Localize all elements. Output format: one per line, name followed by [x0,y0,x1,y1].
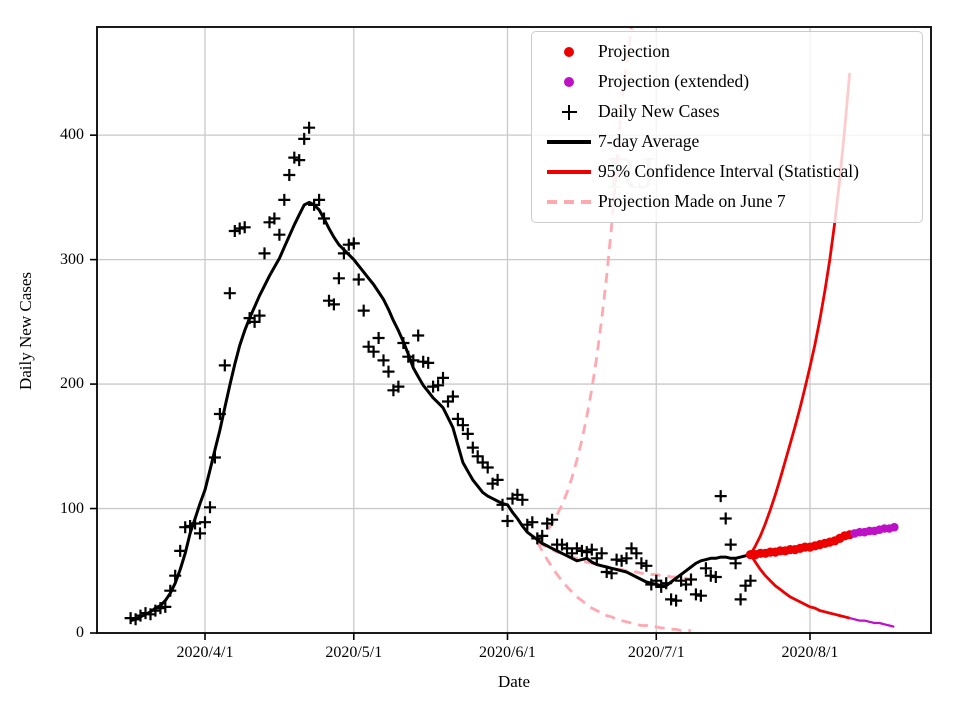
x-axis-label: Date [497,672,531,691]
x-tick-label: 2020/6/1 [479,644,536,661]
legend-item-projection-june7: Projection Made on June 7 [540,188,914,216]
series-ci_lower [749,553,851,620]
red-line-icon [540,170,598,174]
black-line-icon [540,140,598,144]
legend-item-daily-new-cases: Daily New Cases [540,98,914,126]
pink-dashed-line-icon [540,200,598,204]
x-tick-label: 2020/7/1 [627,644,685,661]
series-june7_lower_ci [536,541,691,632]
y-tick-label: 0 [76,624,84,641]
plot-border [96,26,932,634]
x-tick-label: 2020/4/1 [176,644,234,661]
projection-dot-icon [540,47,598,57]
series-projection [745,530,855,560]
legend-label: Projection [598,41,670,62]
legend-label: 7-day Average [598,131,700,152]
legend-label: 95% Confidence Interval (Statistical) [598,161,859,182]
legend-item-projection: Projection [540,38,914,66]
legend-label: Daily New Cases [598,101,720,122]
y-tick-label: 200 [60,375,84,393]
legend-item-7-day-average: 7-day Average [540,128,914,156]
tick-marks [90,134,811,640]
legend-label: Projection (extended) [598,71,750,92]
x-tick-label: 2020/8/1 [781,644,839,661]
projection-extended-dot-icon [540,77,598,87]
y-tick-label: 100 [60,499,84,517]
series-ci_upper [749,72,852,556]
legend-item-projection-extended: Projection (extended) [540,68,914,96]
x-tick-label: 2020/5/1 [325,644,383,661]
y-tick-label: 300 [60,250,84,268]
series-seven_day_average [130,200,751,623]
legend-label: Projection Made on June 7 [598,191,786,212]
series-ci_lower_extended [849,617,895,628]
legend-item-confidence-interval: 95% Confidence Interval (Statistical) [540,158,914,186]
series-projection_extended [850,522,899,538]
plus-marker-icon [540,104,598,120]
y-tick-label: 400 [60,126,84,144]
legend: Projection Projection (extended) Daily N… [531,31,923,223]
